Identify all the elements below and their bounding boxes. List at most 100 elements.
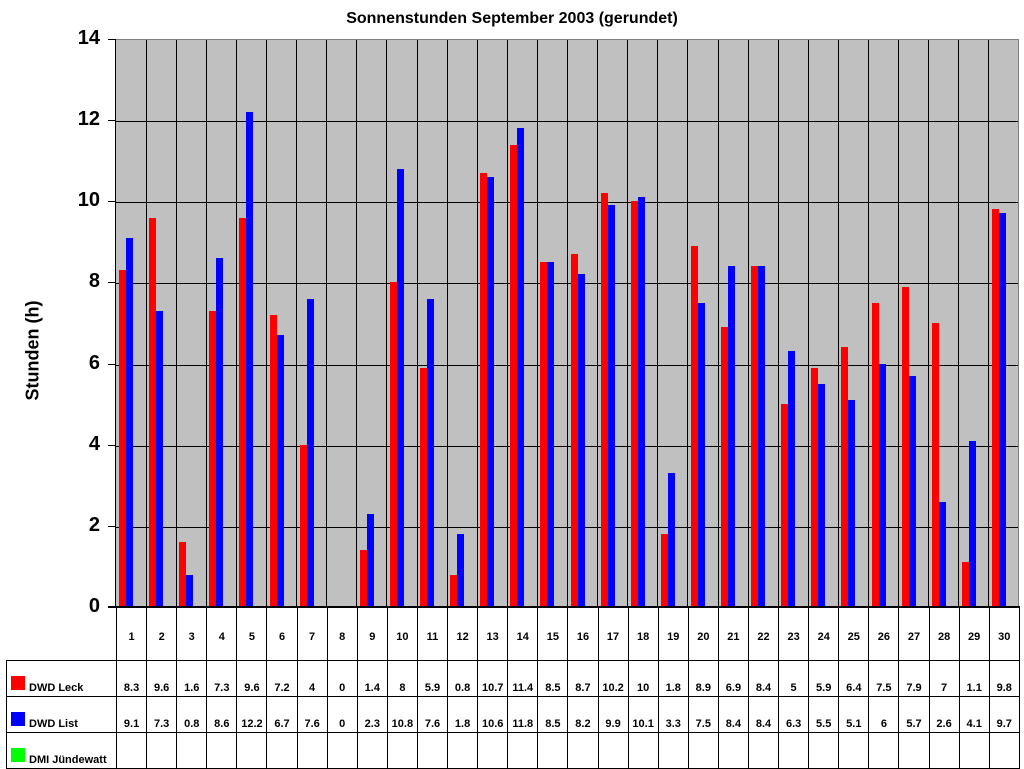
table-cell: 4 — [296, 660, 328, 697]
table-cell: 6.7 — [266, 696, 298, 733]
y-axis-label: Stunden (h) — [22, 300, 43, 401]
v-gridline — [235, 40, 237, 607]
v-gridline — [567, 40, 568, 607]
table-cell: 6 — [868, 696, 900, 733]
table-cell — [567, 732, 599, 769]
table-cell — [988, 732, 1020, 769]
v-gridline — [597, 40, 599, 607]
v-gridline — [356, 40, 358, 607]
table-cell: 7.3 — [146, 696, 178, 733]
legend-entry: DMI Jündewatt — [6, 732, 117, 769]
bar-dwd-leck-12 — [450, 574, 458, 607]
y-tick-label: 4 — [88, 432, 100, 455]
category-label: 27 — [898, 607, 930, 661]
bar-dwd-list-16 — [577, 274, 585, 607]
bar-dwd-leck-19 — [660, 533, 668, 607]
category-label: 16 — [567, 607, 599, 661]
legend-swatch-icon — [11, 676, 25, 690]
bar-dwd-leck-10 — [389, 282, 397, 607]
table-cell — [266, 732, 298, 769]
table-cell: 1.8 — [657, 660, 689, 697]
category-label: 22 — [747, 607, 780, 661]
y-tick — [108, 201, 116, 203]
y-tick-label: 0 — [88, 595, 100, 617]
y-tick — [108, 525, 116, 527]
data-table: 1 2 3 4 5 6 7 8 9 10 11 12 13 14 15 16 17 18 19 20 21 22 23 24 2… — [6, 607, 1020, 769]
table-cell: 2.6 — [928, 696, 960, 733]
bar-dwd-list-24 — [818, 383, 826, 607]
category-label: 18 — [627, 607, 659, 661]
category-label: 17 — [597, 607, 629, 661]
y-tick — [108, 444, 116, 446]
v-gridline — [205, 40, 207, 607]
y-tick — [108, 363, 116, 365]
bar-dwd-leck-4 — [209, 310, 217, 607]
table-cell: 2.3 — [356, 696, 388, 733]
category-label: 10 — [386, 607, 418, 661]
category-label: 30 — [988, 607, 1020, 661]
plot-area — [116, 39, 1019, 607]
table-cell: 10.2 — [597, 660, 629, 697]
legend-swatch-icon — [11, 748, 25, 762]
v-gridline — [536, 40, 538, 607]
legend-entry: DWD Leck — [6, 660, 117, 697]
table-cell: 11.4 — [507, 660, 539, 697]
table-cell: 8.3 — [115, 660, 148, 697]
category-label: 28 — [928, 607, 960, 661]
bar-dwd-list-13 — [487, 176, 495, 607]
bar-dwd-list-5 — [246, 112, 254, 607]
bar-dwd-list-30 — [998, 213, 1006, 607]
table-cell: 7.6 — [296, 696, 328, 733]
table-cell — [386, 732, 418, 769]
table-row: DMI Jündewatt — [6, 732, 1020, 769]
bar-dwd-leck-18 — [630, 201, 638, 607]
table-cell: 0 — [326, 696, 358, 733]
v-gridline — [717, 40, 719, 607]
table-cell — [206, 732, 238, 769]
table-cell — [296, 732, 328, 769]
bar-dwd-leck-1 — [119, 270, 126, 607]
table-cell: 5 — [778, 660, 810, 697]
table-cell: 8.6 — [206, 696, 238, 733]
table-cell — [176, 732, 208, 769]
v-gridline — [837, 40, 839, 607]
v-gridline — [988, 40, 990, 607]
table-cell: 7.9 — [898, 660, 930, 697]
table-cell: 8.5 — [537, 696, 569, 733]
bar-dwd-list-7 — [306, 298, 314, 607]
table-cell — [537, 732, 569, 769]
bar-dwd-leck-16 — [570, 254, 578, 607]
category-label: 15 — [537, 607, 569, 661]
table-cell — [808, 732, 840, 769]
table-cell — [928, 732, 960, 769]
table-cell: 0.8 — [447, 660, 479, 697]
bar-dwd-leck-9 — [359, 550, 367, 607]
v-gridline — [627, 40, 629, 607]
bar-dwd-list-9 — [366, 513, 374, 607]
bar-dwd-leck-25 — [841, 347, 849, 607]
v-gridline — [928, 40, 930, 607]
category-label: 29 — [958, 607, 990, 661]
v-gridline — [296, 40, 298, 607]
category-label: 12 — [447, 607, 479, 661]
bar-dwd-list-12 — [457, 533, 465, 607]
v-gridline — [807, 40, 809, 607]
table-cell: 0.8 — [176, 696, 208, 733]
table-cell: 7.3 — [206, 660, 238, 697]
table-cell: 7.6 — [416, 696, 449, 733]
v-gridline — [777, 40, 779, 607]
table-cell: 0 — [326, 660, 358, 697]
bar-dwd-list-28 — [938, 501, 946, 607]
table-row: DWD Leck 8.3 9.6 1.6 7.3 9.6 7.2 4 0 1.4 8 5.9 0.8 10… — [6, 660, 1020, 697]
table-cell: 9.7 — [988, 696, 1020, 733]
category-label: 11 — [416, 607, 449, 661]
bar-dwd-leck-29 — [961, 562, 969, 607]
v-gridline — [657, 40, 659, 607]
y-tick-label: 12 — [77, 108, 100, 131]
v-gridline — [266, 40, 267, 607]
bar-dwd-list-17 — [607, 205, 615, 607]
y-tick — [108, 607, 116, 608]
category-label: 14 — [507, 607, 539, 661]
table-cell: 9.8 — [988, 660, 1020, 697]
category-label: 23 — [778, 607, 810, 661]
